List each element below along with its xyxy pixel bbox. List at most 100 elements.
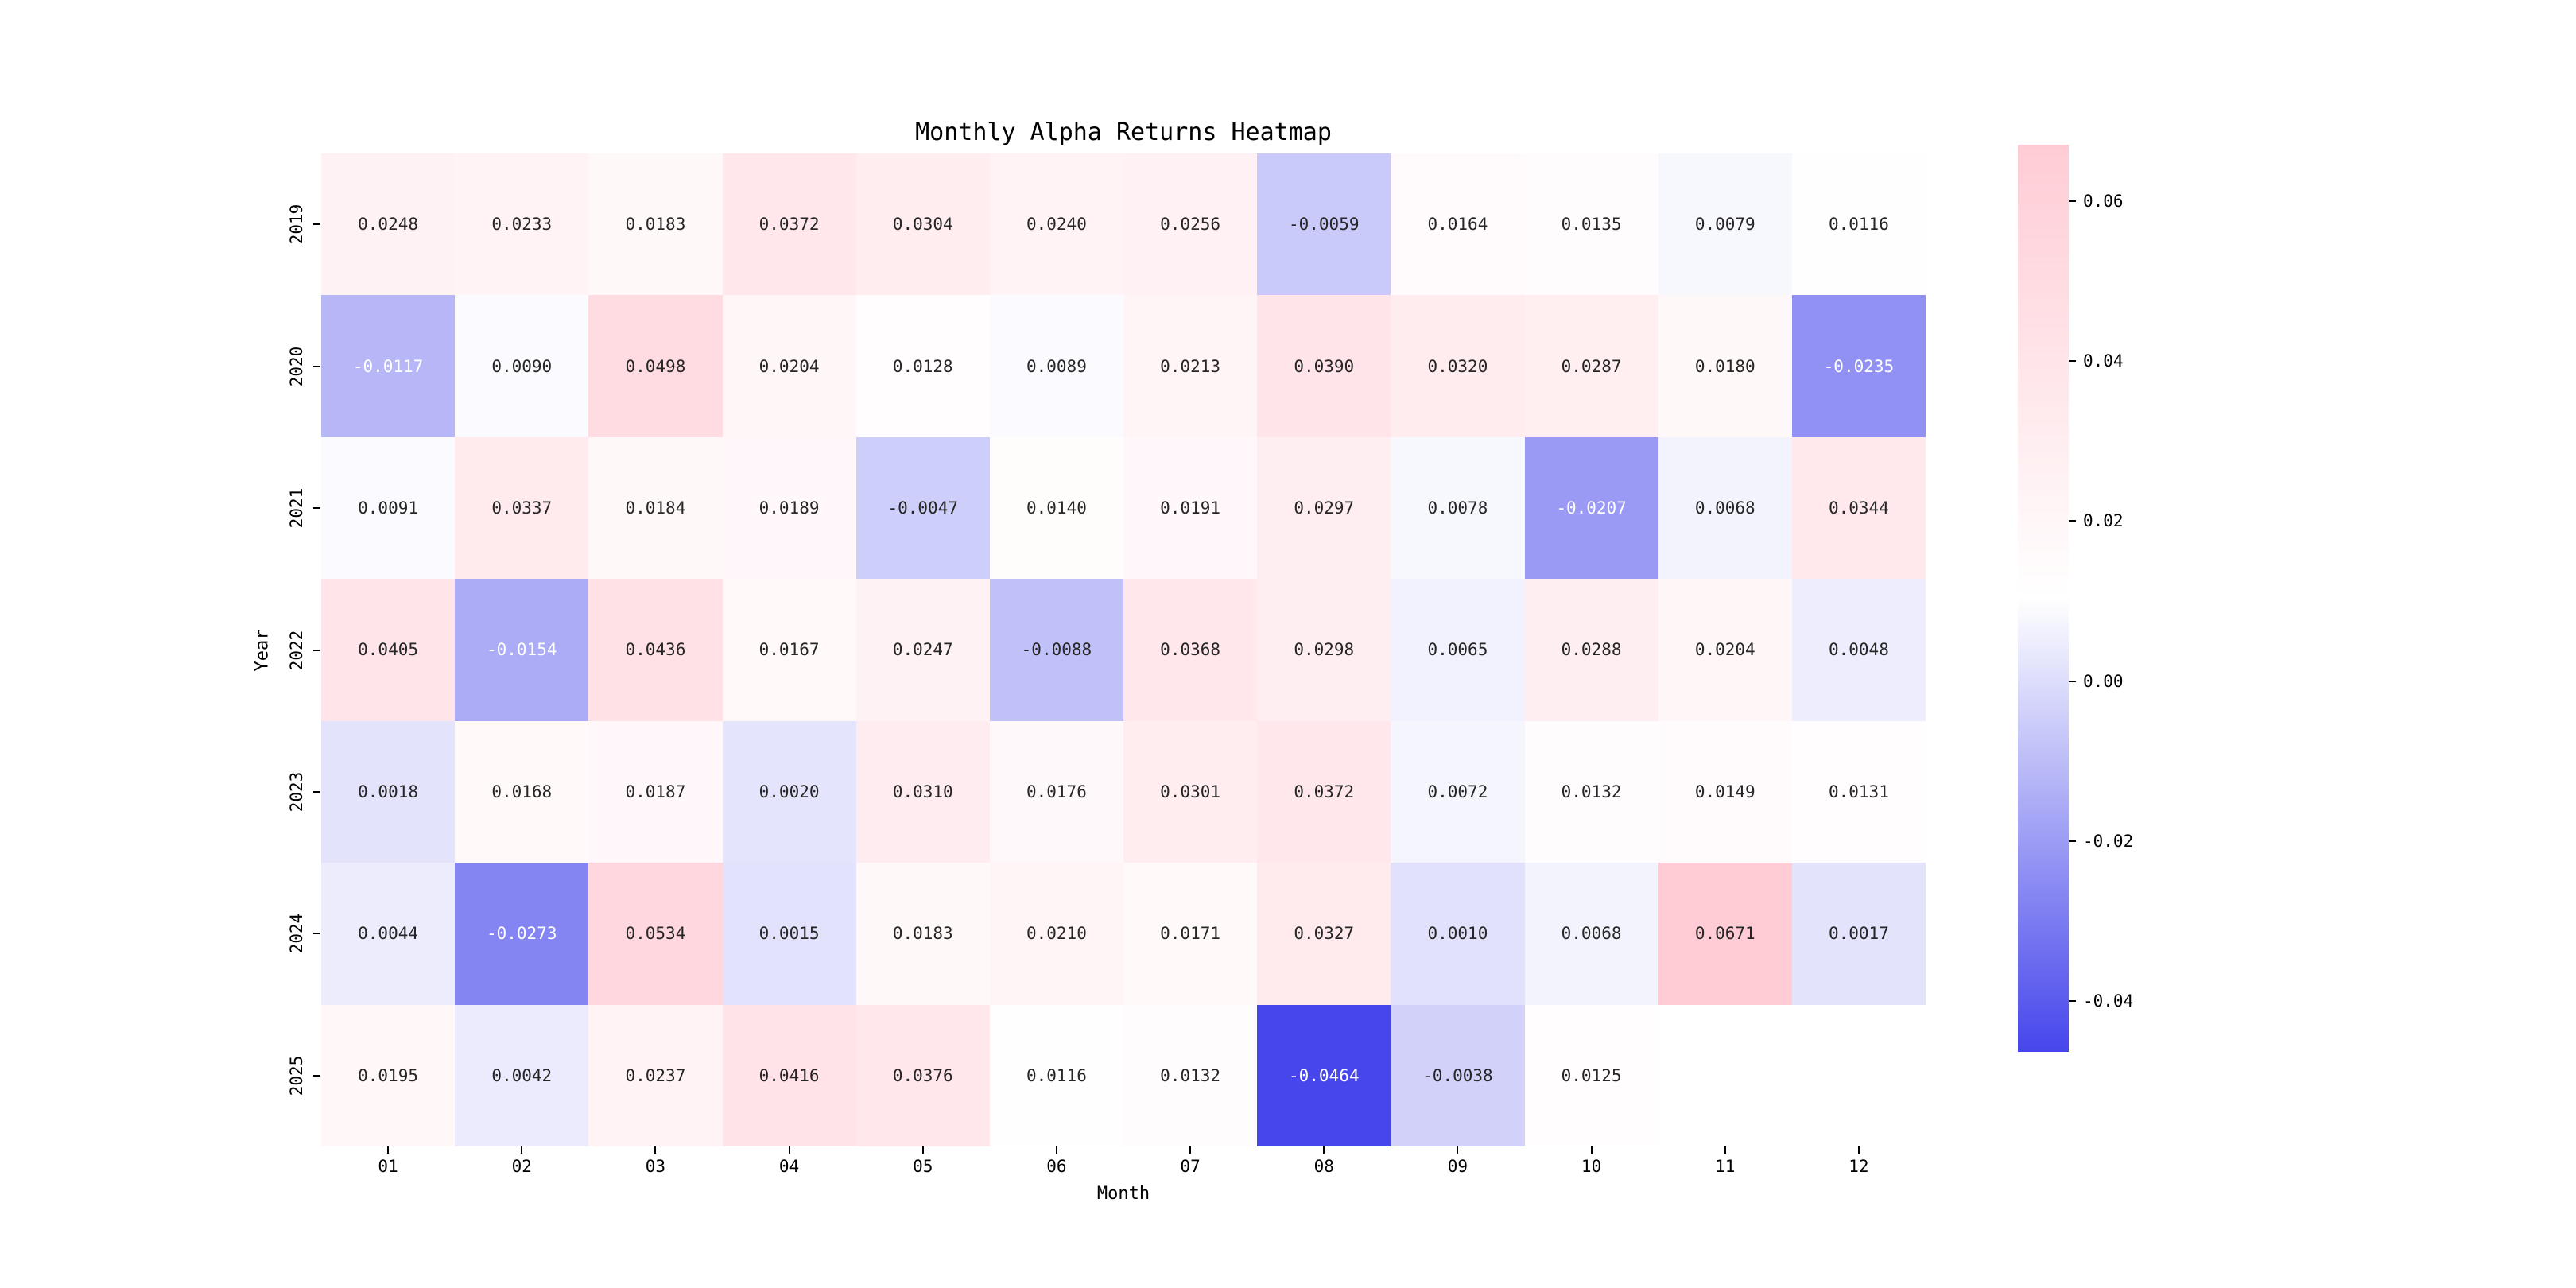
x-tick-mark bbox=[1055, 1146, 1057, 1154]
heatmap-cell: 0.0204 bbox=[722, 295, 856, 437]
heatmap-cell: 0.0237 bbox=[588, 1004, 723, 1146]
heatmap-cell: 0.0048 bbox=[1791, 579, 1926, 721]
heatmap-cell: 0.0072 bbox=[1391, 720, 1525, 863]
heatmap-cell: 0.0140 bbox=[989, 436, 1123, 580]
heatmap-cell: 0.0210 bbox=[989, 863, 1123, 1005]
heatmap-cell: 0.0298 bbox=[1257, 579, 1391, 721]
heatmap-cell: -0.0047 bbox=[855, 436, 990, 580]
colorbar-tick-mark bbox=[2069, 680, 2076, 682]
heatmap-cell: 0.0015 bbox=[722, 863, 856, 1005]
heatmap-cell: 0.0344 bbox=[1791, 436, 1926, 580]
heatmap-cell: 0.0436 bbox=[588, 579, 723, 721]
x-tick-label: 07 bbox=[1180, 1157, 1201, 1176]
heatmap-grid: 0.0248 0.0233 0.0183 0.0372 0.0304 0.0240 0.02… bbox=[321, 153, 1926, 1146]
heatmap-cell: 0.0135 bbox=[1524, 153, 1658, 296]
colorbar bbox=[2018, 145, 2069, 1052]
heatmap-cell: 0.0405 bbox=[321, 579, 456, 721]
heatmap-cell: 0.0068 bbox=[1658, 436, 1792, 580]
heatmap-cell: 0.0191 bbox=[1123, 436, 1258, 580]
colorbar-tick-label: 0.00 bbox=[2083, 671, 2124, 691]
heatmap-cell: -0.0464 bbox=[1257, 1004, 1391, 1146]
y-tick-mark bbox=[313, 1074, 320, 1077]
heatmap-cell: 0.0078 bbox=[1391, 436, 1525, 580]
heatmap-cell: 0.0304 bbox=[855, 153, 990, 296]
heatmap-cell: 0.0183 bbox=[588, 153, 723, 296]
heatmap-cell: 0.0089 bbox=[989, 295, 1123, 437]
heatmap-cell: 0.0183 bbox=[855, 863, 990, 1005]
x-tick-mark bbox=[921, 1146, 924, 1154]
x-tick-mark bbox=[654, 1146, 657, 1154]
heatmap-cell: 0.0128 bbox=[855, 295, 990, 437]
colorbar-tick-label: -0.04 bbox=[2083, 991, 2134, 1011]
heatmap-cell: 0.0372 bbox=[1257, 720, 1391, 863]
heatmap-cell: 0.0168 bbox=[455, 720, 589, 863]
x-tick-mark bbox=[387, 1146, 390, 1154]
x-tick-label: 10 bbox=[1581, 1157, 1602, 1176]
heatmap-cell: 0.0068 bbox=[1524, 863, 1658, 1005]
colorbar-tick-label: -0.02 bbox=[2083, 831, 2134, 851]
y-tick-label-text: 2024 bbox=[287, 914, 306, 954]
y-tick-mark bbox=[313, 790, 320, 793]
heatmap-cell: 0.0018 bbox=[321, 720, 456, 863]
heatmap-cell: -0.0088 bbox=[989, 579, 1123, 721]
x-tick-mark bbox=[1724, 1146, 1726, 1154]
heatmap-cell: 0.0248 bbox=[321, 153, 456, 296]
heatmap-cell: 0.0195 bbox=[321, 1004, 456, 1146]
heatmap-cell: 0.0376 bbox=[855, 1004, 990, 1146]
x-tick-mark bbox=[1857, 1146, 1860, 1154]
x-tick-mark bbox=[1590, 1146, 1593, 1154]
heatmap-cell: 0.0176 bbox=[989, 720, 1123, 863]
heatmap-cell: 0.0320 bbox=[1391, 295, 1525, 437]
y-tick-mark bbox=[313, 507, 320, 510]
x-tick-mark bbox=[1189, 1146, 1192, 1154]
heatmap-cell: 0.0090 bbox=[455, 295, 589, 437]
x-tick-label: 02 bbox=[511, 1157, 532, 1176]
heatmap-cell: 0.0390 bbox=[1257, 295, 1391, 437]
colorbar-tick-label: 0.02 bbox=[2083, 511, 2124, 531]
colorbar-tick-mark bbox=[2069, 360, 2076, 363]
colorbar-tick-mark bbox=[2069, 840, 2076, 842]
x-tick-label: 06 bbox=[1046, 1157, 1067, 1176]
heatmap-cell: 0.0079 bbox=[1658, 153, 1792, 296]
heatmap-cell: 0.0167 bbox=[722, 579, 856, 721]
heatmap-cell: 0.0372 bbox=[722, 153, 856, 296]
y-tick-label-text: 2021 bbox=[287, 487, 306, 529]
heatmap-cell: 0.0204 bbox=[1658, 579, 1792, 721]
heatmap-cell: -0.0273 bbox=[455, 863, 589, 1005]
x-tick-mark bbox=[1457, 1146, 1459, 1154]
x-tick-mark bbox=[1323, 1146, 1325, 1154]
heatmap-cell: 0.0164 bbox=[1391, 153, 1525, 296]
chart-title: Monthly Alpha Returns Heatmap bbox=[915, 118, 1332, 146]
x-tick-label: 05 bbox=[913, 1157, 933, 1176]
heatmap-cell bbox=[1658, 1004, 1792, 1146]
x-tick-label: 01 bbox=[378, 1157, 398, 1176]
colorbar-tick-label: 0.06 bbox=[2083, 192, 2124, 211]
heatmap-cell: 0.0020 bbox=[722, 720, 856, 863]
heatmap-cell: 0.0131 bbox=[1791, 720, 1926, 863]
x-tick-label: 12 bbox=[1849, 1157, 1869, 1176]
x-tick-mark bbox=[521, 1146, 523, 1154]
heatmap-cell: 0.0233 bbox=[455, 153, 589, 296]
heatmap-cell: 0.0288 bbox=[1524, 579, 1658, 721]
x-axis-label: Month bbox=[1096, 1184, 1150, 1204]
y-tick-label-text: 2025 bbox=[287, 1055, 306, 1096]
heatmap-cell: 0.0116 bbox=[1791, 153, 1926, 296]
y-tick-mark bbox=[313, 365, 320, 367]
heatmap-cell: 0.0184 bbox=[588, 436, 723, 580]
heatmap-cell: 0.0301 bbox=[1123, 720, 1258, 863]
y-tick-mark bbox=[313, 649, 320, 651]
heatmap-cell: -0.0117 bbox=[321, 295, 456, 437]
y-tick-label-text: 2022 bbox=[287, 630, 306, 670]
y-tick-mark bbox=[313, 223, 320, 226]
y-tick-mark bbox=[313, 933, 320, 935]
x-tick-label: 11 bbox=[1715, 1157, 1736, 1176]
y-tick-label-text: 2019 bbox=[287, 204, 306, 245]
heatmap-cell: 0.0337 bbox=[455, 436, 589, 580]
heatmap-cell: 0.0091 bbox=[321, 436, 456, 580]
y-tick-label-text: 2020 bbox=[287, 346, 306, 386]
heatmap-cell: 0.0010 bbox=[1391, 863, 1525, 1005]
x-tick-label: 09 bbox=[1447, 1157, 1468, 1176]
heatmap-cell: 0.0180 bbox=[1658, 295, 1792, 437]
heatmap-cell: 0.0132 bbox=[1123, 1004, 1258, 1146]
heatmap-cell: -0.0154 bbox=[455, 579, 589, 721]
